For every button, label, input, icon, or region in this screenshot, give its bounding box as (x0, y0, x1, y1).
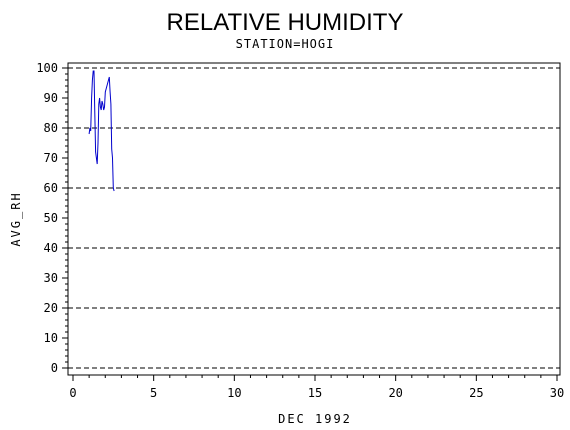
x-tick-label: 30 (550, 386, 564, 400)
y-tick-label: 0 (51, 361, 58, 375)
y-tick-label: 50 (44, 211, 58, 225)
x-tick-label: 25 (469, 386, 483, 400)
y-axis: 0 10 20 30 40 50 60 70 80 90 100 (36, 61, 68, 375)
x-axis: 0 5 10 15 20 25 30 (69, 375, 564, 400)
y-tick-label: 20 (44, 301, 58, 315)
y-tick-label: 80 (44, 121, 58, 135)
y-tick-label: 30 (44, 271, 58, 285)
y-tick-label: 60 (44, 181, 58, 195)
chart-title: RELATIVE HUMIDITY (167, 9, 404, 36)
y-axis-label: AVG_RH (9, 191, 23, 246)
chart-subtitle: STATION=HOGI (236, 37, 335, 51)
plot-area-frame (67, 62, 561, 376)
y-tick-label: 90 (44, 91, 58, 105)
x-tick-label: 0 (69, 386, 76, 400)
y-tick-label: 100 (36, 61, 58, 75)
y-tick-label: 10 (44, 331, 58, 345)
y-tick-label: 70 (44, 151, 58, 165)
series-layer (88, 70, 115, 192)
x-tick-label: 10 (227, 386, 241, 400)
y-tick-label: 40 (44, 241, 58, 255)
x-tick-label: 5 (150, 386, 157, 400)
x-tick-label: 20 (388, 386, 402, 400)
series-line-avg-rh (88, 70, 115, 192)
x-axis-label: DEC 1992 (278, 412, 352, 426)
grid-lines (68, 67, 560, 369)
x-tick-label: 15 (308, 386, 322, 400)
